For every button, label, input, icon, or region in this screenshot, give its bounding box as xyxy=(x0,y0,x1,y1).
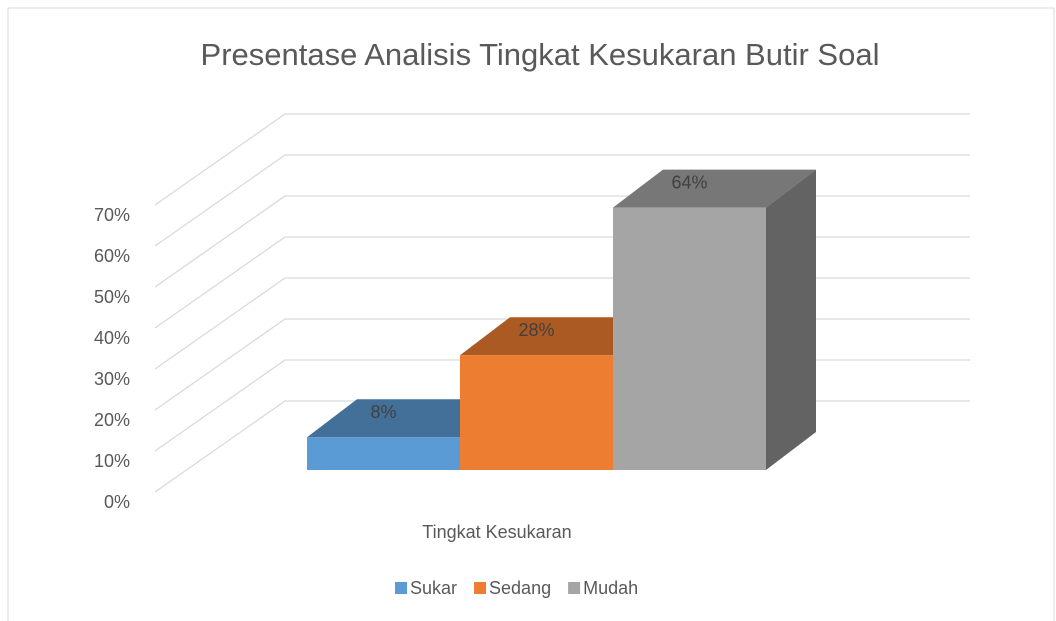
bar-top xyxy=(613,169,816,208)
bar-top xyxy=(307,399,510,438)
bar-front xyxy=(460,355,613,470)
y-tick-label: 30% xyxy=(94,369,130,389)
bar-front xyxy=(613,207,766,470)
y-tick-label: 60% xyxy=(94,246,130,266)
legend-swatch xyxy=(474,582,487,594)
legend-swatch xyxy=(395,582,407,594)
y-tick-label: 0% xyxy=(104,492,130,512)
data-label: 8% xyxy=(370,402,396,422)
data-label: 64% xyxy=(671,172,707,192)
legend-label: Mudah xyxy=(583,578,638,598)
legend-label: Sukar xyxy=(410,578,457,598)
x-tick-label: Tingkat Kesukaran xyxy=(422,522,571,542)
grid-line xyxy=(154,154,970,247)
legend-label: Sedang xyxy=(489,578,551,598)
grid-line xyxy=(154,113,970,206)
y-tick-label: 50% xyxy=(94,287,130,307)
legend-swatch xyxy=(568,582,581,594)
data-label: 28% xyxy=(518,320,554,340)
y-tick-label: 70% xyxy=(94,205,130,225)
y-tick-label: 40% xyxy=(94,328,130,348)
chart-border xyxy=(7,7,1055,621)
chart-title: Presentase Analisis Tingkat Kesukaran Bu… xyxy=(201,37,880,72)
y-tick-label: 20% xyxy=(94,410,130,430)
y-tick-label: 10% xyxy=(94,451,130,471)
bar-front xyxy=(307,437,460,470)
bar-side xyxy=(766,169,816,470)
bar-top xyxy=(460,317,663,356)
